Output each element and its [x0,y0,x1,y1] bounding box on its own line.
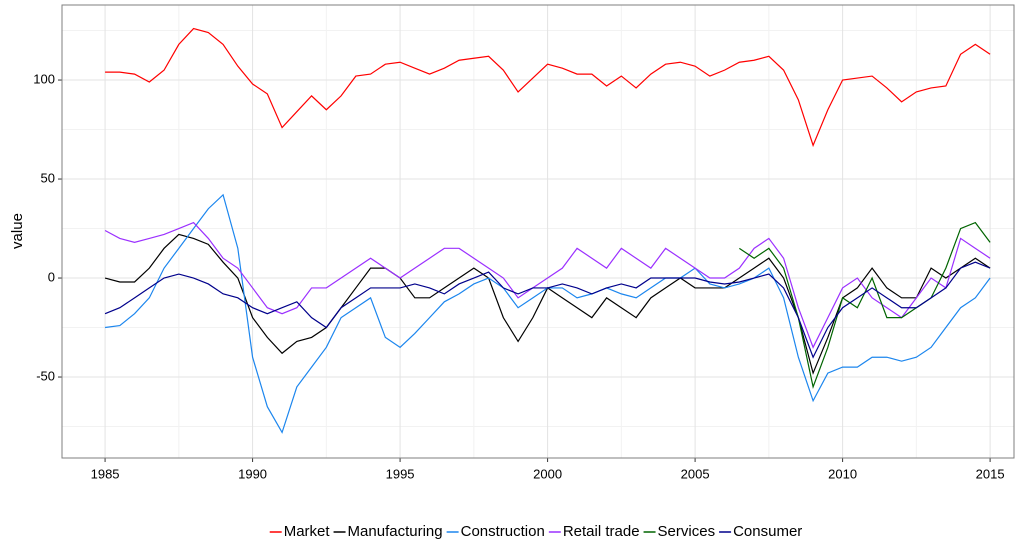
x-tick-label: 2015 [976,466,1005,481]
y-tick-label: 50 [41,170,55,185]
series-line [104,221,991,349]
y-axis-label: value [9,213,26,249]
y-tick-label: 0 [48,269,55,284]
x-tick-label: 1995 [386,466,415,481]
series-line [104,261,991,359]
legend-label: Market [284,523,331,540]
legend-label: Services [658,523,716,540]
legend-label: Manufacturing [348,523,443,540]
series-line [105,27,991,148]
y-tick-label: 100 [33,71,55,86]
y-tick-label: -50 [36,368,55,383]
legend-label: Consumer [733,523,802,540]
legend-label: Construction [461,523,545,540]
legend: Market Manufacturing Construction Retail tr… [269,523,802,540]
plot-border [61,4,1015,459]
x-tick-label: 1990 [238,466,267,481]
x-tick-label: 2000 [533,466,562,481]
legend-label: Retail trade [563,523,640,540]
x-tick-label: 2005 [681,466,710,481]
x-tick-label: 1985 [91,466,120,481]
x-tick-label: 2010 [828,466,857,481]
